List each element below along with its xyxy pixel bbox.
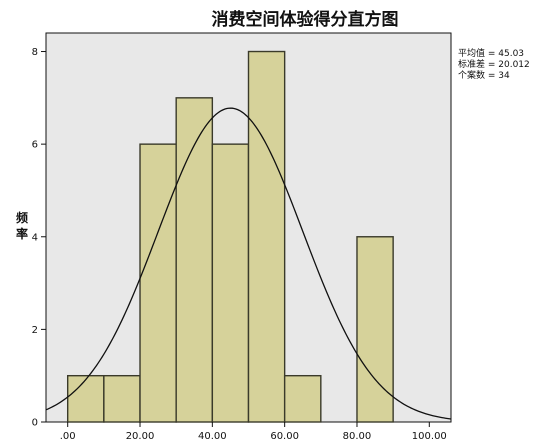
y-tick-label-0: 0 xyxy=(32,418,38,429)
y-axis-label-line1: 频 xyxy=(16,210,28,225)
x-tick-label-4: 80.00 xyxy=(343,431,372,442)
stats-legend: 平均值 = 45.03 标准差 = 20.012 个案数 = 34 xyxy=(458,47,530,81)
x-tick-label-3: 60.00 xyxy=(270,431,299,442)
x-axis: .00 20.00 40.00 60.00 80.00 100.00 xyxy=(60,422,447,442)
histogram-bar-2 xyxy=(139,143,177,423)
stats-std: 标准差 = 20.012 xyxy=(458,58,530,70)
x-tick-label-0: .00 xyxy=(60,431,76,442)
bars-group xyxy=(66,50,394,423)
x-tick-label-2: 40.00 xyxy=(198,431,227,442)
histogram-bar-1 xyxy=(103,374,141,423)
y-tick-label-1: 2 xyxy=(32,325,38,336)
histogram-bar-3 xyxy=(175,97,214,423)
y-tick-label-2: 4 xyxy=(32,232,38,243)
histogram-bar-6 xyxy=(283,374,322,423)
normal-curve xyxy=(45,107,452,420)
histogram-bar-8 xyxy=(356,236,394,423)
y-axis-label-line2: 率 xyxy=(16,226,28,241)
histogram-bar-0 xyxy=(66,374,105,423)
x-tick-label-1: 20.00 xyxy=(126,431,155,442)
histogram-bar-4 xyxy=(211,143,250,423)
x-tick-label-5: 100.00 xyxy=(412,431,447,442)
y-axis: 0 2 4 6 8 xyxy=(32,47,46,429)
chart-title: 消费空间体验得分直方图 xyxy=(212,9,399,30)
y-tick-label-4: 8 xyxy=(32,47,38,58)
stats-n: 个案数 = 34 xyxy=(458,69,510,81)
histogram-bar-5 xyxy=(247,50,286,423)
stats-mean: 平均值 = 45.03 xyxy=(458,47,524,59)
y-tick-label-3: 6 xyxy=(32,140,38,151)
